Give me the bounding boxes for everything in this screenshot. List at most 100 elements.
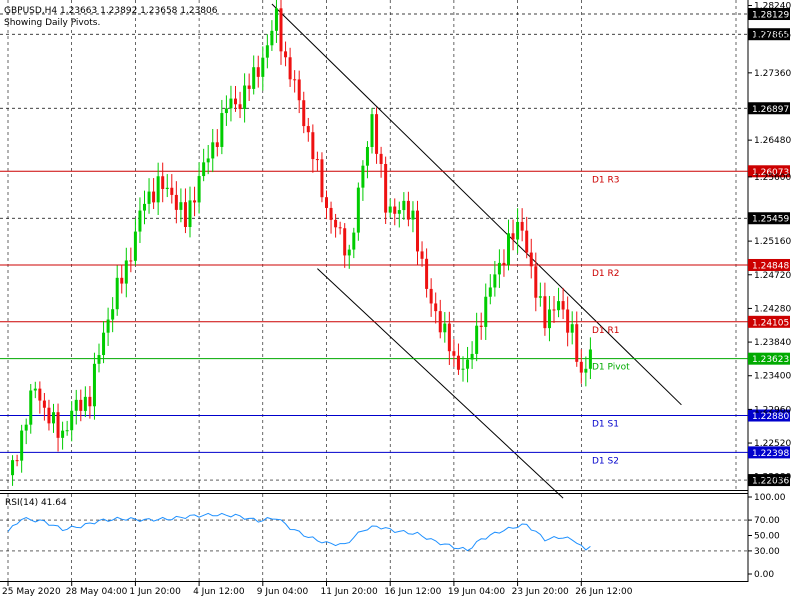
candle-down xyxy=(15,460,19,462)
candle-up xyxy=(402,200,406,211)
candle-down xyxy=(325,197,328,208)
candle-down xyxy=(438,311,442,333)
candle-down xyxy=(479,325,483,327)
candle-down xyxy=(425,258,429,289)
candle-down xyxy=(561,301,565,310)
candle-down xyxy=(406,200,410,220)
price-level-tag-box xyxy=(748,474,790,487)
price-tick-label: 1.26480 xyxy=(754,136,791,146)
rsi-label: RSI(14) 41.64 xyxy=(5,498,67,508)
candle-down xyxy=(375,114,379,154)
time-tick-label: 1 Jun 20:00 xyxy=(129,587,181,597)
candle-up xyxy=(29,390,33,425)
candle-up xyxy=(197,176,201,203)
rsi-tick-label: 100.00 xyxy=(754,493,786,503)
candle-down xyxy=(215,142,219,147)
candle-down xyxy=(379,153,383,164)
candle-down xyxy=(315,159,319,161)
candle-up xyxy=(133,231,137,261)
candle-up xyxy=(11,460,15,476)
pivot-level-label: D1 S2 xyxy=(592,456,619,466)
candle-up xyxy=(361,165,365,188)
price-tick-label: 1.24720 xyxy=(754,271,791,281)
candle-up xyxy=(83,396,87,411)
candle-up xyxy=(111,309,115,320)
candle-up xyxy=(165,187,169,189)
candle-up xyxy=(370,114,374,147)
candle-down xyxy=(170,187,174,195)
candle-down xyxy=(525,230,529,253)
pivot-level-label: D1 R2 xyxy=(592,269,620,279)
candle-up xyxy=(516,221,520,240)
candle-up xyxy=(588,349,592,369)
chart-header: GBPUSD,H4 1.23663 1.23892 1.23658 1.2380… xyxy=(4,6,218,16)
candle-up xyxy=(274,8,278,31)
candle-down xyxy=(161,176,165,189)
candle-down xyxy=(338,227,342,229)
candle-up xyxy=(347,249,351,256)
candle-down xyxy=(543,296,547,329)
price-tick-label: 1.24280 xyxy=(754,304,791,314)
pivot-level-tag-box xyxy=(748,352,790,365)
candle-down xyxy=(520,221,524,231)
price-level-tag-box xyxy=(748,102,790,115)
price-level-tag: 1.22036 xyxy=(752,477,789,487)
time-tick-label: 11 Jun 20:00 xyxy=(321,587,378,597)
pivot-level-tag: 1.26073 xyxy=(752,168,789,178)
candle-down xyxy=(293,79,297,81)
horizontal-levels: 1.28129 1.27865 1.26897 1.25459 1.22036 D1 R3… xyxy=(0,8,790,487)
trend-line xyxy=(317,268,564,499)
candle-down xyxy=(456,355,460,370)
candle-up xyxy=(507,233,510,265)
candle-up xyxy=(97,355,101,364)
candle-down xyxy=(334,219,338,228)
candle-up xyxy=(475,325,479,354)
candle-up xyxy=(547,309,551,329)
candle-up xyxy=(356,187,360,233)
pivot-note: Showing Daily Pivots. xyxy=(4,18,100,28)
price-tick-label: 1.22080 xyxy=(754,473,791,483)
time-tick-label: 25 May 2020 xyxy=(2,587,61,597)
time-axis: 25 May 2020 28 May 04:00 1 Jun 20:00 4 Jun … xyxy=(2,582,633,597)
price-level-tag: 1.26897 xyxy=(752,105,789,115)
candle-up xyxy=(33,388,37,391)
time-tick-label: 9 Jun 04:00 xyxy=(257,587,309,597)
candle-up xyxy=(538,296,542,298)
candle-down xyxy=(575,324,579,362)
price-tick-label: 1.27865 xyxy=(754,31,791,41)
candle-down xyxy=(343,228,347,256)
candle-up xyxy=(156,176,160,203)
price-tick-label: 1.27360 xyxy=(754,69,791,79)
candle-down xyxy=(38,388,42,401)
candle-up xyxy=(74,399,78,411)
candle-up xyxy=(470,353,474,360)
candle-down xyxy=(393,206,397,214)
candle-down xyxy=(79,399,83,411)
rsi-tick-label: 50.00 xyxy=(754,532,780,542)
time-tick-label: 4 Jun 12:00 xyxy=(193,587,245,597)
candle-up xyxy=(70,410,74,431)
price-level-tag: 1.25459 xyxy=(752,215,789,225)
price-axis: 1.28240 1.27865 1.27360 1.26480 1.25600 1.251… xyxy=(748,2,791,483)
candle-up xyxy=(243,85,247,109)
rsi-tick-label: 70.00 xyxy=(754,516,780,526)
candle-up xyxy=(124,260,128,284)
candle-up xyxy=(484,296,488,327)
pivot-level-label: D1 R1 xyxy=(592,326,620,336)
price-level-tag: 1.28129 xyxy=(752,11,789,21)
candle-down xyxy=(329,207,333,220)
candle-down xyxy=(320,159,324,198)
candle-down xyxy=(529,252,533,267)
time-tick-label: 23 Jun 20:00 xyxy=(512,587,569,597)
candle-down xyxy=(256,67,260,77)
candle-down xyxy=(502,262,506,265)
candle-down xyxy=(384,163,388,213)
candle-down xyxy=(247,85,251,89)
candle-up xyxy=(106,319,110,333)
pivot-level-tag-box xyxy=(748,315,790,328)
candle-down xyxy=(534,266,538,298)
rsi-indicator: 100.00 70.00 50.00 30.00 0.00 xyxy=(0,493,786,580)
candlestick-series xyxy=(11,0,592,486)
candle-up xyxy=(557,301,561,311)
